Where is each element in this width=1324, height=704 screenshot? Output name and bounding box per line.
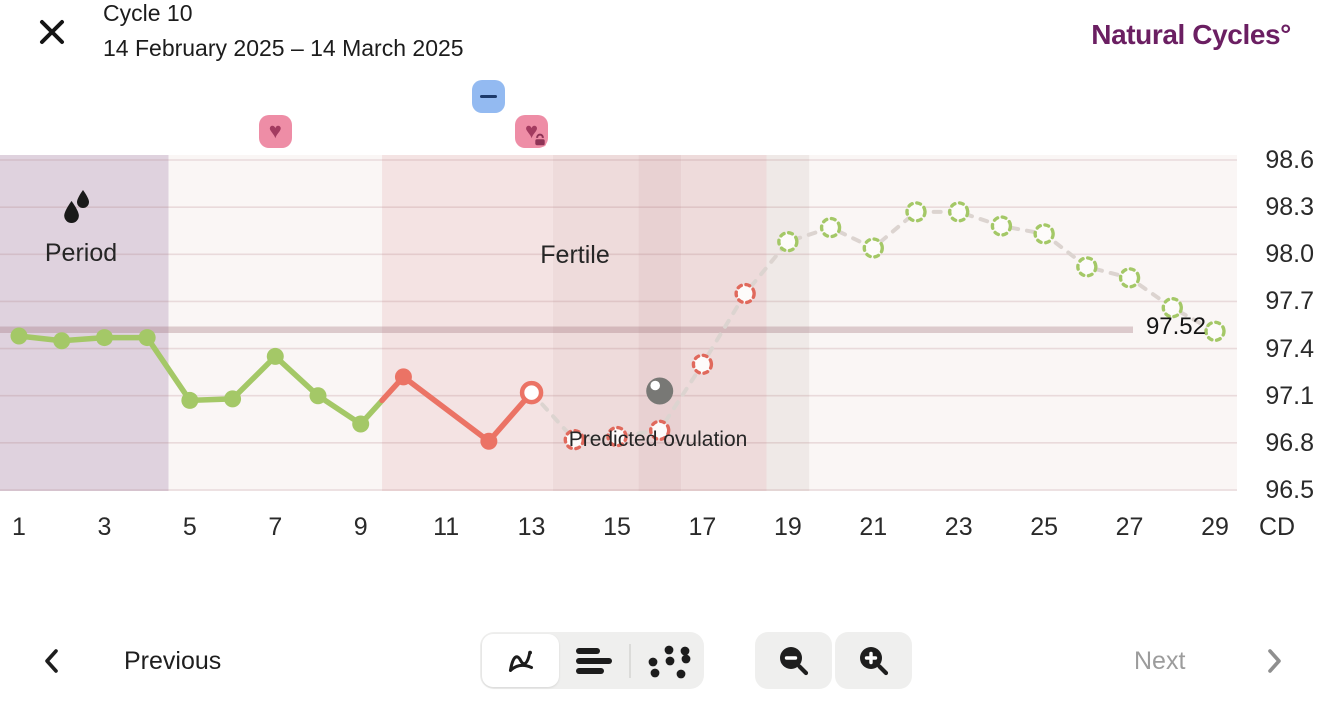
- heart-icon: ♥: [268, 117, 282, 143]
- x-axis-label: 3: [97, 513, 112, 541]
- y-axis-label: 97.4: [1265, 334, 1314, 363]
- x-axis-label: 25: [1030, 513, 1059, 541]
- y-axis-label: 97.1: [1265, 381, 1314, 410]
- y-axis-label: 98.0: [1265, 240, 1314, 269]
- y-axis-label: 96.5: [1265, 476, 1314, 504]
- excluded-temperature-marker-icon[interactable]: [472, 80, 506, 113]
- x-axis-label: 19: [773, 513, 802, 541]
- close-icon: [36, 16, 68, 48]
- x-axis-label: 27: [1115, 513, 1144, 541]
- close-button[interactable]: [30, 10, 74, 54]
- x-axis-label: 23: [944, 513, 973, 541]
- x-axis-label: 29: [1201, 513, 1229, 541]
- chevron-left-icon[interactable]: [38, 646, 68, 676]
- zoom-out-icon: [778, 645, 810, 677]
- x-axis-label: 21: [859, 513, 888, 541]
- tab-line-chart[interactable]: [482, 634, 559, 687]
- page-title: Cycle 10: [103, 0, 193, 26]
- previous-button[interactable]: Previous: [124, 647, 222, 675]
- line-chart-icon: [506, 647, 536, 675]
- chevron-right-icon[interactable]: [1258, 646, 1288, 676]
- next-button[interactable]: Next: [1134, 647, 1186, 675]
- date-range: 14 February 2025 – 14 March 2025: [103, 35, 464, 61]
- x-axis-label: 17: [688, 513, 717, 541]
- x-axis-label: 15: [603, 513, 631, 541]
- x-axis-label: 7: [268, 513, 283, 541]
- x-axis-label: 1: [12, 513, 26, 541]
- x-axis-label: 9: [353, 513, 368, 541]
- y-axis-label: 98.3: [1265, 193, 1314, 222]
- x-axis-label: 13: [517, 513, 546, 541]
- x-axis-label: 5: [182, 513, 197, 541]
- chart-area: [0, 155, 1237, 491]
- zoom-out-button[interactable]: [755, 632, 832, 689]
- cycle-chart-svg: [0, 155, 1237, 491]
- x-axis-label: 11: [433, 513, 460, 541]
- y-axis-label: 98.6: [1265, 146, 1314, 174]
- chart-type-segmented-control: [480, 632, 704, 689]
- heart-lock-marker-icon[interactable]: ♥: [515, 115, 549, 148]
- y-axis: 98.6 98.3 98.0 97.7 97.4 97.1 96.8 96.5: [1237, 146, 1324, 504]
- brand-logo: Natural Cycles°: [1091, 19, 1291, 50]
- bar-chart-icon: [573, 644, 615, 678]
- heart-marker-icon[interactable]: ♥: [258, 115, 292, 148]
- x-axis-unit-label: CD: [1258, 513, 1296, 541]
- y-axis-label: 97.7: [1265, 287, 1314, 316]
- y-axis-label: 96.8: [1265, 428, 1314, 457]
- zoom-in-icon: [858, 645, 890, 677]
- minus-icon: [480, 94, 498, 99]
- tab-scatter-chart[interactable]: [631, 632, 704, 689]
- zoom-in-button[interactable]: [835, 632, 912, 689]
- marker-layer: ♥ ♥: [0, 0, 1324, 155]
- heart-icon: ♥: [525, 117, 539, 143]
- scatter-chart-icon: [645, 643, 691, 679]
- tab-bar-chart[interactable]: [559, 632, 629, 689]
- predicted-ovulation-marker: [646, 377, 674, 405]
- segmented-divider: [629, 643, 631, 678]
- lock-icon: [533, 133, 547, 147]
- x-axis: CD 1 3 5 7 9 11 13 15 17 19 21 23 25 27 29: [0, 505, 1324, 549]
